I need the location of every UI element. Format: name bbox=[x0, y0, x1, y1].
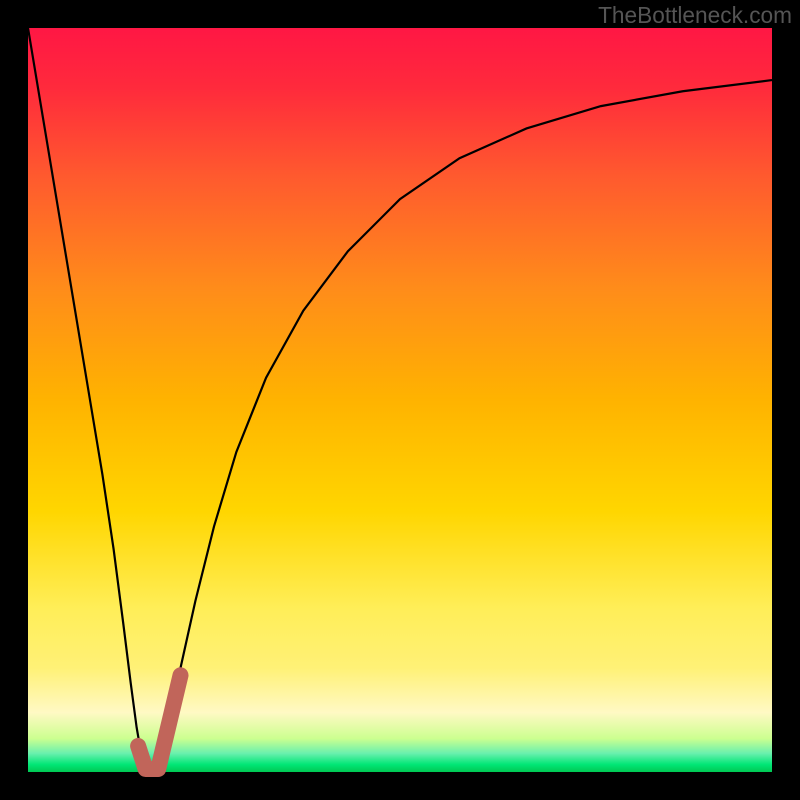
plot-background bbox=[28, 28, 772, 772]
chart-svg bbox=[0, 0, 800, 800]
watermark-text: TheBottleneck.com bbox=[598, 2, 792, 29]
bottleneck-chart: TheBottleneck.com bbox=[0, 0, 800, 800]
